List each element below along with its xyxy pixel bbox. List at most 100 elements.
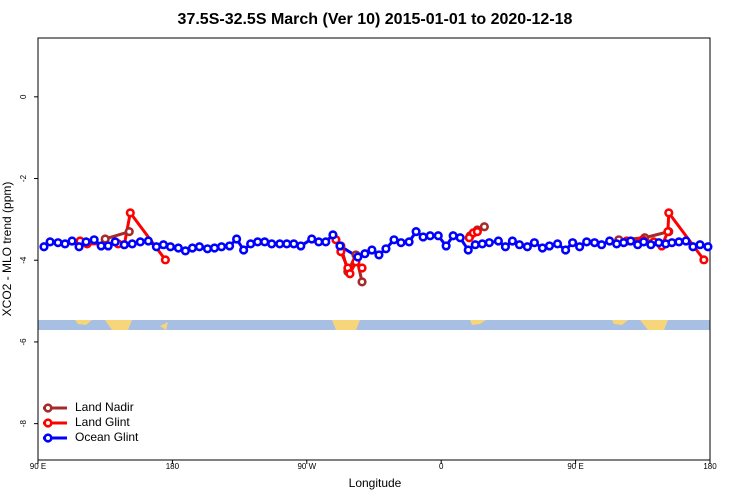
point <box>404 237 414 247</box>
point <box>67 236 77 246</box>
point <box>396 238 406 248</box>
point <box>53 238 63 248</box>
x-tick-label: 180 <box>166 462 180 471</box>
point <box>688 242 698 252</box>
point <box>81 237 91 247</box>
y-tick-label: -4 <box>19 256 28 264</box>
y-axis-title: XCO2 - MLO trend (ppm) <box>0 182 14 317</box>
point <box>260 237 270 247</box>
point <box>289 239 299 249</box>
point <box>180 246 190 256</box>
point <box>654 238 664 248</box>
point <box>514 240 525 250</box>
point <box>695 240 705 250</box>
point <box>125 208 135 218</box>
point <box>253 237 263 247</box>
point <box>664 208 674 218</box>
point <box>357 277 367 287</box>
point <box>224 241 235 251</box>
point <box>667 238 677 248</box>
point <box>89 235 99 245</box>
point <box>663 227 673 237</box>
point <box>353 252 363 262</box>
point <box>328 230 338 240</box>
point <box>381 244 391 254</box>
point <box>296 241 306 251</box>
point <box>484 238 494 248</box>
point <box>411 227 421 237</box>
point <box>187 243 198 253</box>
point <box>500 242 511 252</box>
point <box>345 269 355 279</box>
y-tick-label: 0 <box>19 94 28 99</box>
y-tick-label: -8 <box>19 420 28 428</box>
legend-label: Ocean Glint <box>75 430 139 444</box>
x-tick-label: 180 <box>703 462 717 471</box>
point <box>507 236 518 246</box>
point <box>626 236 636 246</box>
point <box>560 245 571 255</box>
point <box>589 238 600 248</box>
point <box>100 234 110 244</box>
point <box>470 240 480 250</box>
point <box>522 242 532 252</box>
point <box>110 237 120 247</box>
point <box>479 222 489 232</box>
y-tick-label: -6 <box>19 338 28 346</box>
point <box>321 237 331 247</box>
point <box>275 239 285 249</box>
point <box>127 239 137 249</box>
point <box>314 237 324 247</box>
chart-title: 37.5S-32.5S March (Ver 10) 2015-01-01 to… <box>178 11 573 28</box>
point <box>246 239 256 249</box>
point <box>619 238 629 248</box>
point <box>45 237 55 247</box>
point <box>124 227 134 237</box>
point <box>202 244 213 254</box>
point <box>103 241 113 251</box>
point <box>552 239 563 249</box>
point <box>472 227 482 237</box>
point <box>493 236 503 246</box>
point <box>60 239 70 249</box>
x-tick-label: 90 E <box>567 462 583 471</box>
x-tick-label: 0 <box>439 462 444 471</box>
point <box>374 250 384 260</box>
point <box>441 241 451 251</box>
point <box>455 233 465 243</box>
point <box>389 235 399 245</box>
point <box>158 240 169 250</box>
point <box>582 237 592 247</box>
point <box>267 239 277 249</box>
series-line <box>104 225 670 283</box>
point <box>173 243 183 253</box>
legend-marker <box>43 418 53 428</box>
y-tick-label: -2 <box>19 174 28 182</box>
point <box>357 263 367 273</box>
point <box>612 239 622 249</box>
point <box>575 242 585 252</box>
point <box>160 255 170 265</box>
point <box>703 242 713 252</box>
legend-label: Land Glint <box>75 415 130 429</box>
point <box>433 231 443 241</box>
point <box>463 245 473 255</box>
x-tick-label: 90 W <box>297 462 316 471</box>
point <box>568 238 578 248</box>
point <box>335 241 345 251</box>
point <box>165 242 176 252</box>
point <box>74 242 84 252</box>
point <box>544 241 555 251</box>
point <box>605 236 615 246</box>
point <box>360 249 370 259</box>
x-tick-label: 90 E <box>30 462 46 471</box>
point <box>209 243 220 253</box>
point <box>699 255 709 265</box>
legend-marker <box>43 403 53 413</box>
point <box>425 231 435 241</box>
point <box>529 238 539 248</box>
point <box>216 242 227 252</box>
point <box>232 234 242 244</box>
